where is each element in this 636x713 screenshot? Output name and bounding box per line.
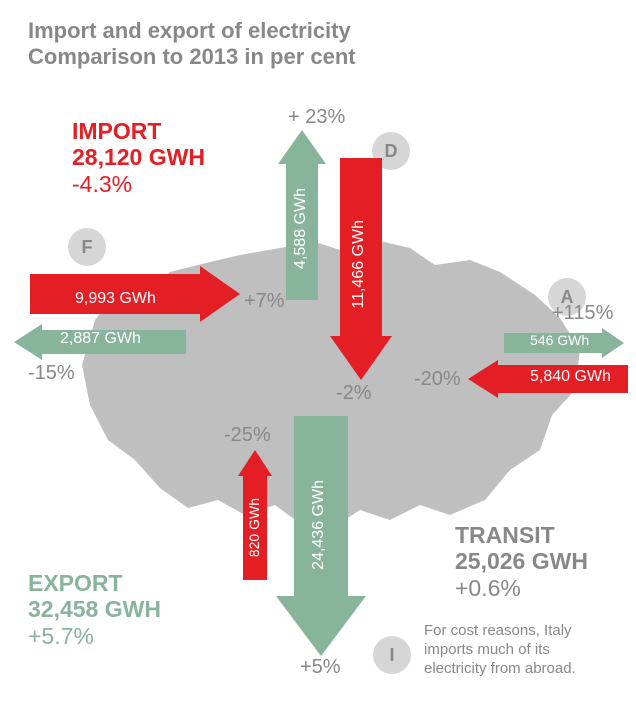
germany-import-pct: -2% <box>336 382 372 405</box>
title-line2: Comparison to 2013 in per cent <box>28 44 356 69</box>
title-line1: Import and export of electricity <box>28 18 351 43</box>
transit-value: 25,026 GWH <box>455 548 588 574</box>
footnote: For cost reasons, Italy imports much of … <box>424 622 594 678</box>
france-import-value: 9,993 GWh <box>75 290 156 308</box>
summary-export: EXPORT 32,458 GWH +5.7% <box>28 570 161 649</box>
chart-title: Import and export of electricity Compari… <box>28 18 356 71</box>
austria-import-pct: -20% <box>414 368 461 391</box>
austria-import-value: 5,840 GWh <box>530 368 611 386</box>
export-value: 32,458 GWH <box>28 596 161 622</box>
italy-export-value: 24,436 GWh <box>310 480 328 570</box>
import-value: 28,120 GWH <box>72 144 205 170</box>
transit-label: TRANSIT <box>455 522 588 548</box>
export-label: EXPORT <box>28 570 161 596</box>
summary-import: IMPORT 28,120 GWH -4.3% <box>72 118 205 197</box>
country-badge-i: I <box>373 636 411 674</box>
export-pct: +5.7% <box>28 623 161 649</box>
germany-export-value: 4,588 GWh <box>292 188 310 269</box>
country-code-f: F <box>82 237 93 258</box>
country-code-i: I <box>389 645 394 666</box>
transit-pct: +0.6% <box>455 575 588 601</box>
italy-import-value: 820 GWh <box>246 498 262 557</box>
italy-export-pct: +5% <box>300 656 341 679</box>
austria-export-pct: +115% <box>552 302 613 325</box>
country-badge-f: F <box>68 228 106 266</box>
summary-transit: TRANSIT 25,026 GWH +0.6% <box>455 522 588 601</box>
import-pct: -4.3% <box>72 171 205 197</box>
france-export-pct: -15% <box>28 362 75 385</box>
import-label: IMPORT <box>72 118 205 144</box>
austria-export-value: 546 GWh <box>530 332 589 348</box>
italy-import-pct: -25% <box>224 424 271 447</box>
germany-export-pct: + 23% <box>288 106 345 129</box>
germany-import-value: 11,466 GWh <box>350 220 368 309</box>
france-export-value: 2,887 GWh <box>60 330 141 348</box>
